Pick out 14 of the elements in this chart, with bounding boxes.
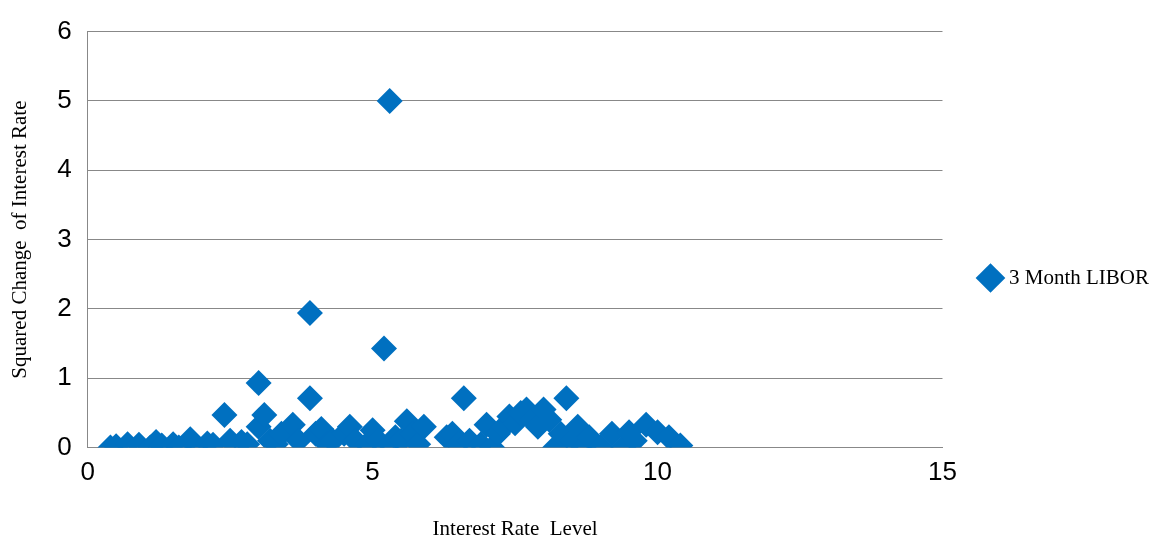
x-tick-label: 15 (928, 456, 957, 487)
y-tick-label: 6 (57, 14, 72, 45)
x-tick-label: 0 (80, 456, 95, 487)
y-tick-label: 2 (57, 292, 72, 323)
y-tick-label: 5 (57, 84, 72, 115)
legend-label: 3 Month LIBOR (1008, 264, 1150, 289)
y-tick-label: 3 (57, 222, 72, 253)
y-tick-label: 0 (57, 430, 72, 461)
y-axis-title: Squared Change of Interest Rate (7, 100, 32, 379)
y-tick-label: 1 (57, 361, 72, 392)
y-tick-label: 4 (57, 153, 72, 184)
x-tick-label: 10 (643, 456, 673, 487)
x-axis-title: Interest Rate Level (432, 515, 598, 540)
x-tick-label: 5 (365, 456, 380, 487)
